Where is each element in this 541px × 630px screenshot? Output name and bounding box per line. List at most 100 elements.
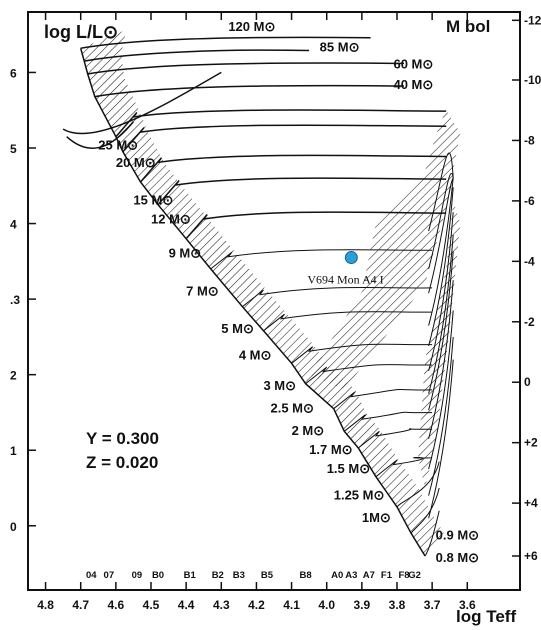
mbol-tick-label: +4 [524,496,538,510]
track-1-5-msun [357,428,433,449]
spectral-type-label: F8 [398,570,409,581]
mbol-tick-label: -10 [524,73,541,87]
mass-label: 1.5 M⊙ [327,461,370,476]
mass-labels: 120 M⊙ 85 M⊙ 60 M⊙ 40 M⊙ 25 M⊙ 20 M⊙ 15 M⊙ 12 M… [98,19,479,565]
track-0-8-msun [424,510,440,557]
mbol-tick-label: -4 [524,254,535,268]
x-tick-label: 4.6 [108,598,125,612]
mbol-tick-label: -8 [524,133,535,147]
rgb-branch [428,234,454,394]
mbol-tick-label: 0 [524,375,531,389]
mass-label: 20 M⊙ [116,155,156,170]
track-25-msun [115,109,447,138]
track-60-msun [87,62,405,75]
y-tick-label: 0 [10,520,17,534]
spectral-type-label: B8 [300,570,312,581]
spectral-type-label: B3 [233,570,245,581]
track-120-msun [80,36,371,50]
track-7-msun [210,249,433,270]
composition-z: Z = 0.020 [86,453,158,472]
x-tick-label: 4.4 [178,598,195,612]
mass-label: 120 M⊙ [228,19,275,34]
x-tick-label: 3.9 [354,598,371,612]
spectral-type-label: A7 [363,570,375,581]
rgb-branch [428,177,454,294]
track-1-7-msun [343,411,433,432]
x-tick-label: 4.2 [248,598,265,612]
x-tick-label: 4.3 [213,598,230,612]
mass-label: 4 M⊙ [239,348,272,363]
x-axis-title: log Teff [456,607,516,626]
mbol-axis-title: M bol [446,17,490,36]
track-1-25-msun [375,456,433,478]
composition-y: Y = 0.300 [86,429,159,448]
spectral-type-label: 09 [132,570,143,581]
x-tick-label: 3.8 [389,598,406,612]
mass-label: 15 M⊙ [133,193,173,208]
spectral-type-label: 04 [86,570,97,581]
data-points: V694 Mon A4 I [307,251,384,287]
x-tick-label: 4.1 [283,598,300,612]
mass-label: 1.25 M⊙ [334,487,385,502]
mass-label: 0.9 M⊙ [436,527,479,542]
y-tick-label: 1 [10,444,17,458]
track-85-msun [84,49,310,62]
track-15-msun [139,154,447,183]
mass-label: 9 M⊙ [169,246,202,261]
mass-label: 5 M⊙ [221,321,254,336]
mass-label: 40 M⊙ [393,77,433,92]
mass-label: 7 M⊙ [186,283,219,298]
track-2-msun [333,388,433,410]
mass-label: 25 M⊙ [98,138,138,153]
rgb-branch [428,152,454,232]
mbol-tick-label: +2 [524,436,538,450]
mass-label: 3 M⊙ [263,378,296,393]
mass-label: 2 M⊙ [292,423,325,438]
y-tick-label: 5 [10,142,17,156]
rgb-branch [428,251,454,411]
y-axis-ticks: 0 1 2 .3 4 5 6 [10,66,36,534]
mbol-tick-label: -2 [524,315,535,329]
x-tick-label: 3.6 [459,598,476,612]
star-marker [344,251,358,265]
x-tick-label: 4.5 [143,598,160,612]
mbol-axis-ticks: -12 -10 -8 -6 -4 -2 0 +2 +4 +6 [512,13,541,563]
track-40-msun [94,84,405,98]
mbol-tick-label: +6 [524,549,538,563]
rgb-branch [428,172,454,270]
mass-label: 1.7 M⊙ [309,442,352,457]
zams-line [79,48,426,557]
plot-frame [27,11,521,591]
x-tick-label: 4.0 [318,598,335,612]
track-5-msun [242,286,433,308]
y-tick-label: 4 [10,218,17,232]
rgb-branch [428,280,454,440]
rgb-branch [428,212,454,372]
star-label: V694 Mon A4 I [307,273,383,287]
mbol-tick-label: -12 [524,13,541,27]
x-tick-label: 3.7 [424,598,441,612]
spectral-type-label: A3 [345,570,357,581]
y-tick-label: 6 [10,66,17,80]
spectral-type-label: B2 [212,570,224,581]
x-tick-label: 4.8 [37,598,54,612]
y-axis-title: log L/L⊙ [44,22,118,42]
track-3-msun [291,343,433,364]
track-2-5-msun [305,364,433,385]
spectral-type-label: B1 [184,570,197,581]
mass-label: 85 M⊙ [320,39,360,54]
track-4-msun [263,311,433,332]
track-20-msun [122,124,447,153]
spectral-type-label: 07 [104,570,115,581]
rgb-branch [428,336,454,496]
mass-label: 2.5 M⊙ [270,400,313,415]
spectral-type-label: G2 [408,570,421,581]
blue-loop [66,121,134,149]
mass-label: 0.8 M⊙ [436,550,479,565]
track-1-msun [396,461,440,508]
mbol-tick-label: -6 [524,194,535,208]
mass-label: 1M⊙ [362,510,391,525]
rgb-branch [428,187,454,347]
